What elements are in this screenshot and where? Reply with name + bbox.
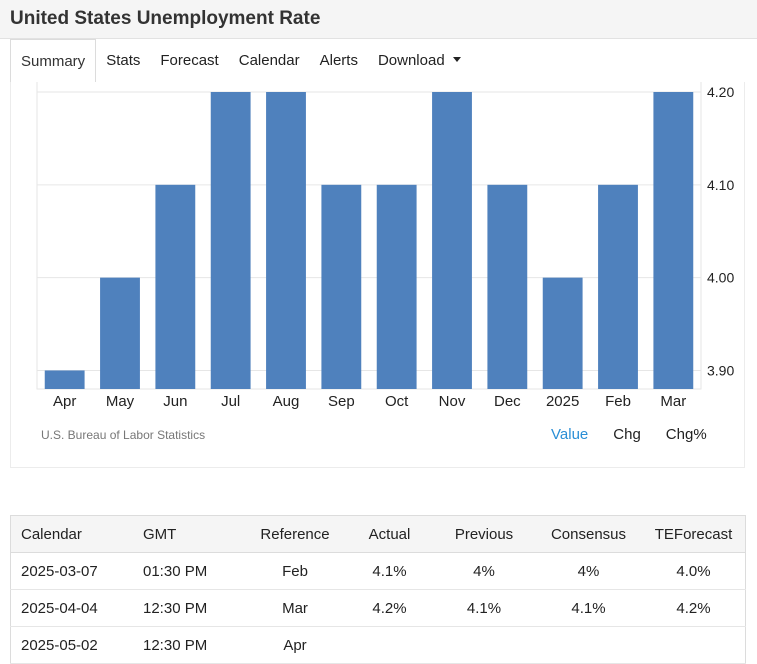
- bar: [376, 184, 417, 389]
- col-actual: Actual: [346, 515, 433, 553]
- x-tick-label: Oct: [385, 393, 409, 410]
- x-tick-label: Jun: [163, 393, 187, 410]
- calendar-header-row: Calendar GMT Reference Actual Previous C…: [10, 515, 746, 553]
- y-tick-label: 3.90: [707, 362, 734, 378]
- cell-teforecast: 4.2%: [642, 589, 746, 627]
- cell-date: 2025-05-02: [10, 626, 142, 664]
- x-tick-label: Feb: [605, 393, 631, 410]
- x-tick-label: Sep: [328, 393, 355, 410]
- y-tick-label: 4.10: [707, 177, 734, 193]
- cell-consensus: [535, 626, 642, 664]
- cell-previous: 4%: [433, 552, 535, 590]
- tab-alerts-label: Alerts: [319, 52, 358, 69]
- cell-gmt: 12:30 PM: [142, 589, 244, 627]
- bar: [266, 92, 306, 389]
- cell-consensus: 4%: [535, 552, 642, 590]
- tab-download[interactable]: Download: [368, 39, 471, 82]
- cell-previous: [433, 626, 535, 664]
- cell-actual: 4.2%: [346, 589, 433, 627]
- plot-frame: [36, 82, 702, 390]
- cell-consensus: 4.1%: [535, 589, 642, 627]
- cell-gmt: 01:30 PM: [142, 552, 244, 590]
- cell-reference: Mar: [244, 589, 346, 627]
- caret-down-icon: [452, 57, 461, 62]
- mode-chg-pct[interactable]: Chg%: [665, 426, 707, 443]
- tab-alerts[interactable]: Alerts: [310, 39, 368, 82]
- y-tick-label: 4.20: [707, 84, 734, 100]
- bar: [100, 277, 140, 389]
- cell-actual: 4.1%: [346, 552, 433, 590]
- cell-actual: [346, 626, 433, 664]
- mode-value[interactable]: Value: [551, 426, 589, 443]
- cell-date: 2025-04-04: [10, 589, 142, 627]
- bar: [321, 184, 362, 389]
- title-bar: United States Unemployment Rate: [0, 0, 757, 39]
- bar: [487, 184, 528, 389]
- bar: [44, 370, 85, 389]
- bar: [653, 92, 694, 389]
- tab-forecast[interactable]: Forecast: [150, 39, 228, 82]
- tab-forecast-label: Forecast: [160, 52, 219, 69]
- cell-previous: 4.1%: [433, 589, 535, 627]
- x-tick-label: Apr: [53, 393, 76, 410]
- tab-stats[interactable]: Stats: [96, 39, 150, 82]
- bar: [210, 92, 251, 389]
- x-tick-label: 2025: [546, 393, 579, 410]
- chart-source: U.S. Bureau of Labor Statistics: [41, 428, 206, 442]
- col-gmt: GMT: [142, 515, 244, 553]
- bar: [598, 184, 638, 389]
- page-title: United States Unemployment Rate: [10, 8, 321, 29]
- y-tick-label: 4.00: [707, 270, 734, 286]
- tab-calendar-label: Calendar: [238, 52, 300, 69]
- cell-date: 2025-03-07: [10, 552, 142, 590]
- cell-gmt: 12:30 PM: [142, 626, 244, 664]
- cell-reference: Apr: [244, 626, 346, 664]
- col-calendar: Calendar: [10, 515, 142, 553]
- calendar-table: Calendar GMT Reference Actual Previous C…: [10, 515, 746, 664]
- tab-bar: Summary Stats Forecast Calendar Alerts D…: [10, 39, 757, 82]
- col-consensus: Consensus: [535, 515, 642, 553]
- table-row: 2025-03-07 01:30 PM Feb 4.1% 4% 4% 4.0%: [10, 552, 746, 590]
- x-tick-label: Dec: [494, 393, 521, 410]
- x-tick-label: Mar: [660, 393, 686, 410]
- col-reference: Reference: [244, 515, 346, 553]
- tab-calendar[interactable]: Calendar: [229, 39, 310, 82]
- col-teforecast: TEForecast: [642, 515, 746, 553]
- bar: [432, 92, 472, 389]
- cell-teforecast: [642, 626, 746, 664]
- tab-summary-label: Summary: [21, 52, 86, 70]
- tab-stats-label: Stats: [106, 52, 141, 69]
- chart-mode-switch: Value Chg Chg%: [551, 426, 707, 443]
- tab-download-label: Download: [377, 52, 445, 69]
- cell-reference: Feb: [244, 552, 346, 590]
- x-tick-label: Nov: [439, 393, 466, 410]
- mode-chg[interactable]: Chg: [613, 426, 641, 443]
- bar-chart: 4.20 4.10 4.00 3.90 Apr May Jun Jul Aug Sep Oct Nov…: [36, 82, 734, 410]
- tab-summary[interactable]: Summary: [10, 39, 97, 82]
- x-tick-label: Aug: [273, 393, 300, 410]
- bar: [542, 277, 583, 389]
- cell-teforecast: 4.0%: [642, 552, 746, 590]
- table-row: 2025-04-04 12:30 PM Mar 4.2% 4.1% 4.1% 4…: [10, 589, 746, 627]
- x-tick-label: May: [106, 393, 135, 410]
- x-tick-label: Jul: [221, 393, 240, 410]
- table-row: 2025-05-02 12:30 PM Apr: [10, 626, 746, 664]
- chart-panel: 4.20 4.10 4.00 3.90 Apr May Jun Jul Aug Sep Oct Nov…: [10, 82, 745, 468]
- col-previous: Previous: [433, 515, 535, 553]
- bar: [155, 184, 196, 389]
